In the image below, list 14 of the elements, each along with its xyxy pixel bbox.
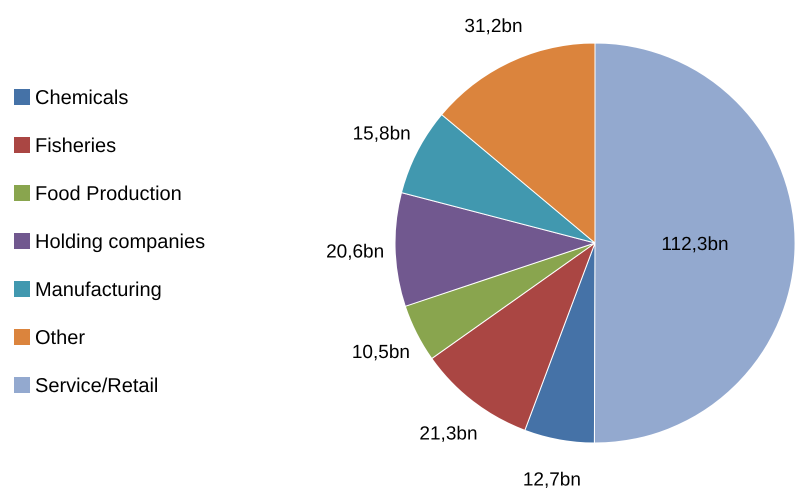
legend-label: Holding companies: [35, 231, 206, 253]
data-label: 31,2bn: [464, 16, 523, 38]
legend-label: Service/Retail: [35, 375, 158, 397]
legend-label: Food Production: [35, 183, 182, 205]
legend-label: Fisheries: [35, 135, 116, 157]
data-label: 15,8bn: [352, 124, 411, 145]
data-label: 112,3bn: [661, 234, 729, 255]
legend-label: Other: [35, 327, 86, 349]
data-label: 20,6bn: [326, 242, 384, 263]
legend-label: Chemicals: [35, 87, 128, 109]
legend-label: Manufacturing: [35, 279, 162, 301]
data-label: 10,5bn: [352, 342, 410, 364]
data-label: 21,3bn: [419, 424, 478, 445]
data-label: 12,7bn: [522, 470, 581, 489]
